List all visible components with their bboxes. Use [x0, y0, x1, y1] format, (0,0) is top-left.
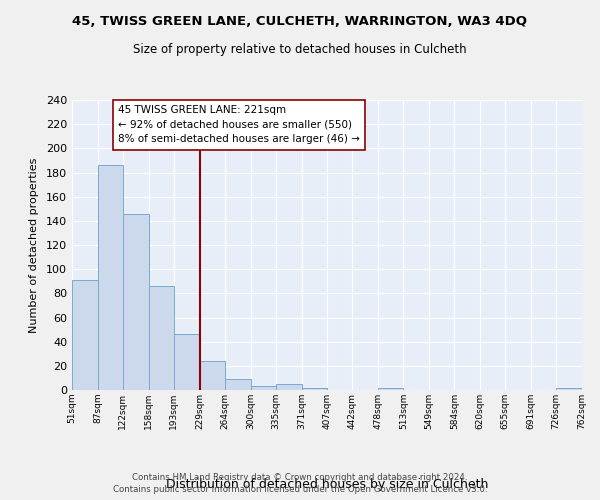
Bar	[251, 386, 276, 390]
Bar	[98, 166, 123, 390]
Bar	[123, 214, 149, 390]
Y-axis label: Number of detached properties: Number of detached properties	[29, 158, 39, 332]
Bar	[556, 388, 582, 390]
Bar	[72, 280, 98, 390]
Text: 45 TWISS GREEN LANE: 221sqm
← 92% of detached houses are smaller (550)
8% of sem: 45 TWISS GREEN LANE: 221sqm ← 92% of det…	[118, 105, 360, 144]
Bar	[225, 379, 251, 390]
Bar	[174, 334, 200, 390]
Text: Contains public sector information licensed under the Open Government Licence v3: Contains public sector information licen…	[113, 485, 487, 494]
Bar	[378, 388, 403, 390]
Text: Size of property relative to detached houses in Culcheth: Size of property relative to detached ho…	[133, 42, 467, 56]
Text: 45, TWISS GREEN LANE, CULCHETH, WARRINGTON, WA3 4DQ: 45, TWISS GREEN LANE, CULCHETH, WARRINGT…	[73, 15, 527, 28]
Text: Contains HM Land Registry data © Crown copyright and database right 2024.: Contains HM Land Registry data © Crown c…	[132, 472, 468, 482]
X-axis label: Distribution of detached houses by size in Culcheth: Distribution of detached houses by size …	[166, 478, 488, 491]
Bar	[200, 361, 225, 390]
Bar	[302, 388, 328, 390]
Bar	[149, 286, 174, 390]
Bar	[276, 384, 302, 390]
